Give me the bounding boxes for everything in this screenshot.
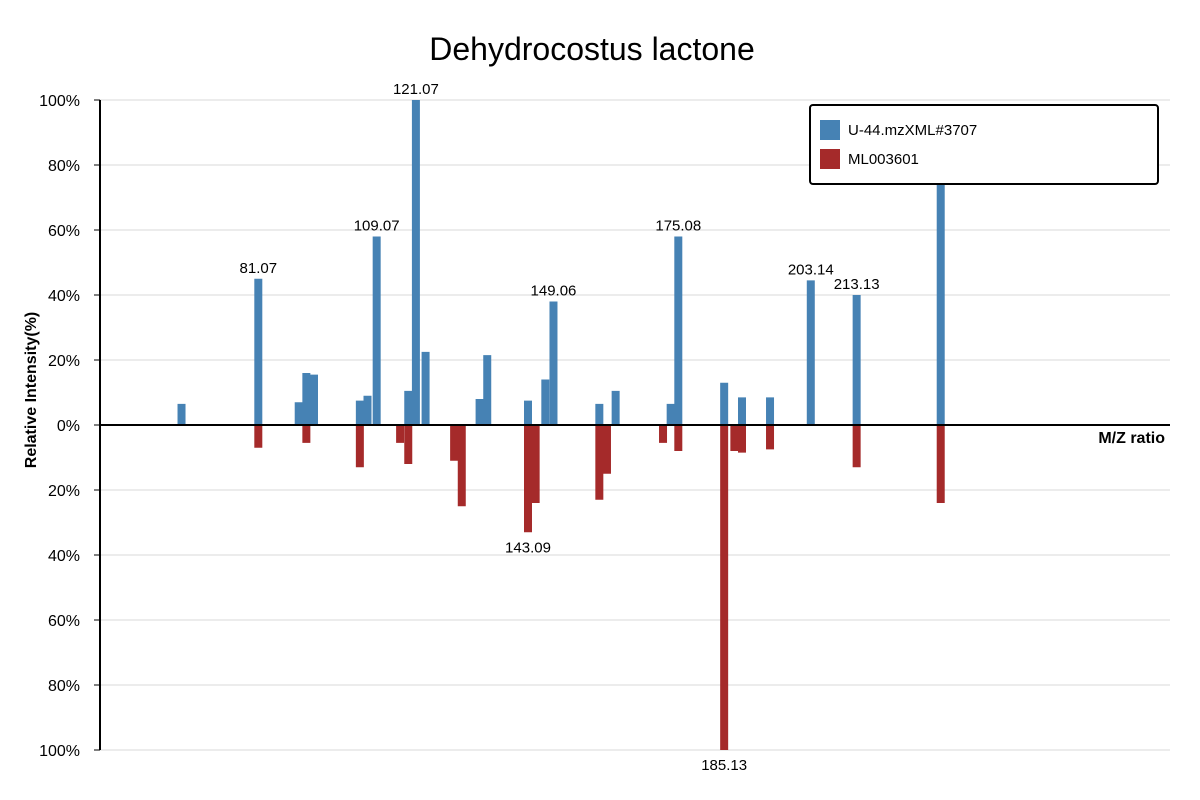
bar-bottom-series (766, 425, 775, 450)
bar-top-series (541, 379, 550, 425)
bar-top-series (674, 236, 683, 425)
y-tick-label: 20% (48, 483, 80, 500)
peak-label: 203.14 (788, 261, 834, 278)
legend-box (809, 104, 1159, 185)
bar-top-series (411, 100, 420, 425)
bar-top-series (294, 402, 303, 425)
bars (177, 100, 945, 750)
bar-bottom-series (659, 425, 668, 443)
y-tick-label: 80% (48, 158, 80, 175)
peak-labels: 81.07 109.07 121.07 149.06 175.08 203.14213.1… (240, 81, 880, 774)
bar-top-series (806, 280, 815, 425)
bar-bottom-series (302, 425, 311, 443)
y-tick-label: 0% (57, 418, 80, 435)
bar-bottom-series (355, 425, 364, 468)
bar-top-series (302, 373, 311, 425)
y-axis-ticks: 100% 80% 60% 40% 20% 0% 20% 40% 60% 80% 100% (39, 93, 100, 760)
legend-swatch-top-series (820, 120, 840, 140)
bar-top-series (852, 295, 861, 425)
bar-top-series (936, 178, 945, 425)
bar-top-series (177, 403, 186, 425)
bar-bottom-series (595, 425, 604, 500)
bar-top-series (549, 301, 558, 425)
bar-top-series (483, 355, 492, 425)
y-tick-label: 80% (48, 678, 80, 695)
peak-label: 109.07 (354, 218, 400, 235)
peak-label: 149.06 (531, 283, 577, 300)
bar-top-series (595, 403, 604, 425)
bar-bottom-series (602, 425, 611, 474)
y-tick-label: 60% (48, 223, 80, 240)
legend-swatch-bottom-series (820, 149, 840, 169)
bar-top-series (421, 351, 430, 425)
legend: U-44.mzXML#3707 ML003601 (809, 104, 1159, 185)
peak-label: 185.13 (701, 757, 747, 774)
grid-lines (100, 99, 1170, 751)
bar-bottom-series (524, 425, 532, 533)
bar-top-series (404, 390, 413, 425)
bar-top-series (372, 236, 381, 425)
bar-bottom-series (674, 425, 683, 451)
peak-label: 121.07 (393, 81, 439, 98)
y-tick-label: 100% (39, 93, 80, 110)
bar-bottom-series (404, 425, 413, 464)
peak-label: 81.07 (240, 260, 278, 277)
bar-bottom-series (531, 425, 540, 503)
y-axis-title: Relative Intensity(%) (23, 312, 40, 468)
y-tick-label: 60% (48, 613, 80, 630)
bar-bottom-series (738, 425, 746, 453)
bar-bottom-series (254, 425, 263, 448)
bar-top-series (738, 397, 746, 425)
bar-bottom-series (730, 425, 739, 451)
bar-bottom-series (936, 425, 945, 503)
peak-label: 175.08 (655, 218, 701, 235)
y-tick-label: 40% (48, 288, 80, 305)
y-tick-label: 40% (48, 548, 80, 565)
bar-bottom-series (720, 425, 729, 750)
bar-bottom-series (396, 425, 405, 443)
legend-label-bottom-series: ML003601 (848, 151, 919, 168)
bar-top-series (766, 397, 775, 425)
bar-top-series (355, 400, 364, 425)
x-axis-title: M/Z ratio (1098, 430, 1165, 447)
axes (99, 100, 1170, 750)
legend-label-top-series: U-44.mzXML#3707 (848, 122, 977, 139)
y-tick-label: 100% (39, 743, 80, 760)
bar-top-series (611, 390, 620, 425)
chart-title: Dehydrocostus lactone (429, 31, 755, 67)
bar-top-series (524, 400, 532, 425)
bar-bottom-series (450, 425, 459, 461)
bar-top-series (720, 382, 729, 425)
bar-top-series (310, 374, 318, 425)
y-tick-label: 20% (48, 353, 80, 370)
peak-label: 143.09 (505, 539, 551, 556)
bar-top-series (363, 395, 372, 425)
bar-bottom-series (852, 425, 861, 468)
peak-label: 213.13 (834, 276, 880, 293)
bar-top-series (666, 403, 675, 425)
bar-top-series (254, 278, 263, 425)
bar-top-series (475, 399, 484, 425)
bar-bottom-series (457, 425, 466, 507)
